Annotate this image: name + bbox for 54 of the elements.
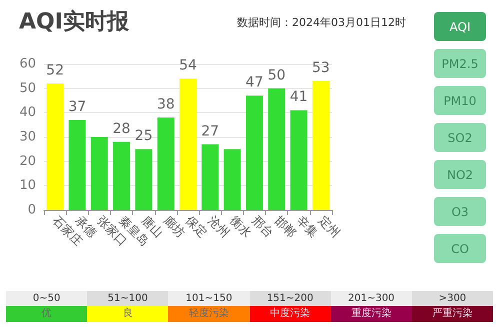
- data-label: 41: [290, 89, 308, 106]
- bar: [180, 78, 196, 210]
- data-label: 52: [46, 62, 64, 78]
- text: SO2: [434, 123, 486, 152]
- bar: [135, 149, 152, 210]
- text: 0~50: [6, 291, 88, 306]
- text: 151~200: [250, 291, 331, 306]
- bar: [90, 137, 108, 210]
- text: CO: [434, 234, 486, 263]
- bar: [113, 142, 130, 210]
- chart-title: AQI实时报: [19, 8, 130, 34]
- chart-subtitle: 数据时间：2024年03月01日12时: [237, 16, 406, 29]
- bar: [68, 120, 86, 210]
- text: 101~150: [168, 291, 250, 306]
- data-label: 37: [68, 98, 86, 115]
- data-label: 27: [201, 123, 220, 140]
- text: NO2: [434, 160, 486, 189]
- data-label: 28: [112, 120, 130, 137]
- text: 51~100: [87, 291, 168, 306]
- category-label: 良: [87, 306, 168, 322]
- y-tick-label: 60: [19, 56, 36, 72]
- text: AQI: [434, 12, 486, 41]
- bar: [268, 88, 286, 210]
- category-label: 优: [6, 306, 88, 322]
- category-label: 严重污染: [412, 306, 494, 322]
- text: PM10: [434, 86, 486, 115]
- y-tick-label: 0: [28, 202, 36, 218]
- data-label: 54: [179, 58, 197, 74]
- y-tick-label: 30: [19, 130, 36, 144]
- bar: [157, 118, 174, 210]
- category-label: 中度污染: [250, 306, 331, 322]
- text: O3: [434, 197, 486, 226]
- x-tick-label: 邯郸: [272, 213, 299, 240]
- text: PM2.5: [434, 49, 486, 78]
- y-tick-label: 50: [19, 80, 36, 96]
- bar: [246, 96, 263, 210]
- x-tick-label: 定州: [316, 213, 343, 240]
- y-tick-label: 10: [19, 178, 36, 194]
- data-label: 38: [156, 96, 175, 113]
- bar: [290, 110, 308, 210]
- bar: [312, 81, 330, 210]
- category-label: 轻度污染: [168, 306, 250, 322]
- text: 201~300: [330, 291, 412, 306]
- bar: [224, 149, 241, 210]
- data-label: 53: [312, 60, 330, 76]
- data-label: 47: [246, 74, 264, 91]
- bar: [202, 144, 219, 210]
- category-label: 重度污染: [330, 306, 412, 322]
- text: >300: [412, 291, 494, 306]
- data-label: 50: [268, 67, 286, 84]
- data-label: 25: [134, 128, 153, 144]
- y-tick-label: 20: [19, 154, 36, 169]
- bar: [46, 83, 64, 210]
- y-tick-label: 40: [19, 105, 36, 120]
